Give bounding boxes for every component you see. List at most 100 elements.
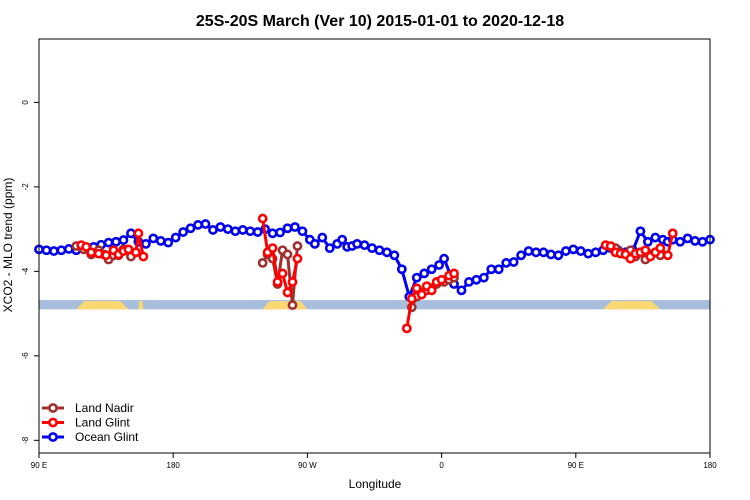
y-tick-label: 0: [21, 100, 30, 105]
land-glint-point: [272, 277, 283, 287]
y-axis-ticks: 0 -2 -4 -6 -8: [21, 100, 39, 444]
ocean-glint-point: [290, 222, 300, 232]
ocean-glint-point: [396, 264, 407, 275]
ocean-glint-point: [237, 225, 248, 235]
x-tick-label: 90 E: [31, 461, 47, 470]
ocean-glint-point: [103, 237, 114, 248]
ocean-glint-point: [546, 249, 556, 260]
ocean-glint-point: [208, 225, 218, 235]
ocean-glint-point: [118, 235, 129, 245]
ocean-glint-point: [148, 233, 159, 244]
plot-frame: [38, 38, 711, 454]
ocean-glint-point: [222, 224, 233, 235]
land-patch-4: [603, 301, 661, 310]
x-axis-label: Longitude: [349, 477, 402, 491]
ocean-glint-point: [419, 268, 430, 279]
land-glint-point: [267, 243, 278, 254]
ocean-glint-point: [675, 236, 686, 247]
ocean-glint-point: [531, 247, 541, 258]
ocean-glint-point: [297, 226, 308, 237]
ocean-glint-point: [309, 238, 320, 249]
land-nadir-point: [282, 249, 293, 260]
ocean-glint-point: [63, 244, 74, 254]
land-glint-point: [138, 251, 149, 262]
land-nadir-point: [287, 300, 298, 311]
ocean-glint-point: [41, 245, 52, 256]
ocean-glint-point: [317, 232, 328, 243]
ocean-glint-point: [568, 244, 579, 255]
ocean-glint-point: [185, 223, 196, 234]
land-glint-point: [436, 274, 447, 285]
ocean-glint-point: [193, 219, 203, 230]
ocean-glint-point: [359, 240, 370, 251]
ocean-glint-point: [411, 272, 422, 283]
legend-label: Ocean Glint: [75, 430, 139, 444]
land-glint-point: [411, 283, 422, 294]
ocean-glint-point: [252, 227, 263, 237]
ocean-glint-point: [337, 234, 348, 245]
ocean-glint-point: [650, 232, 661, 243]
ocean-glint-point: [464, 277, 474, 287]
land-patch-1: [138, 301, 144, 310]
ocean-glint-point: [200, 219, 211, 229]
ocean-glint-point: [471, 274, 482, 285]
series-layer: [34, 213, 715, 334]
ocean-glint-point: [126, 228, 136, 239]
y-axis-label: XCO2 - MLO trend (ppm): [1, 178, 15, 313]
ocean-glint-point: [275, 227, 285, 238]
ocean-band: [39, 300, 710, 310]
y-tick-label: -6: [21, 352, 30, 360]
legend-swatch-marker: [48, 432, 58, 442]
ocean-glint-point: [215, 222, 226, 232]
land-glint-point: [640, 245, 651, 256]
chart-title: 25S-20S March (Ver 10) 2015-01-01 to 202…: [196, 13, 564, 30]
ocean-glint-point: [163, 237, 174, 248]
ocean-glint-point: [178, 227, 189, 237]
land-glint-point: [662, 250, 673, 261]
ocean-glint-point: [282, 223, 293, 234]
land-glint-point: [123, 244, 134, 255]
land-glint-point: [131, 247, 141, 258]
legend-swatch-marker: [48, 417, 58, 428]
ocean-glint-point: [267, 228, 278, 239]
x-tick-label: 90 E: [568, 461, 584, 470]
ocean-glint-point: [434, 260, 445, 270]
y-tick-label: -4: [21, 267, 30, 275]
ocean-glint-point: [538, 247, 549, 258]
ocean-glint-point: [493, 264, 504, 275]
ocean-glint-point: [583, 248, 594, 259]
x-tick-label: 180: [167, 461, 181, 470]
ocean-glint-point: [642, 236, 653, 247]
land-glint-point: [93, 248, 104, 259]
land-glint-point: [101, 250, 111, 261]
ocean-glint-point: [352, 238, 363, 249]
ocean-glint-point: [690, 236, 700, 246]
land-patch-2: [262, 301, 308, 310]
land-glint-point: [257, 213, 268, 224]
ocean-glint-point: [49, 246, 59, 256]
legend-swatch-marker: [48, 403, 58, 413]
x-tick-label: 180: [703, 461, 717, 470]
ocean-glint-point: [486, 264, 497, 275]
legend-label: Land Nadir: [75, 401, 134, 415]
land-glint-point: [667, 228, 678, 239]
ocean-glint-point: [501, 257, 512, 268]
ocean-glint-point: [155, 236, 166, 246]
land-glint-point: [426, 285, 437, 296]
land-glint-point: [292, 253, 303, 264]
land-glint-point: [401, 323, 412, 334]
land-glint-point: [282, 287, 293, 298]
ocean-glint-point: [56, 245, 67, 256]
x-tick-label: 90 W: [298, 461, 317, 470]
land-glint-point: [416, 289, 427, 300]
ocean-glint-point: [389, 250, 400, 261]
land-glint-point: [406, 293, 417, 304]
land-glint-point: [86, 247, 97, 258]
ocean-glint-point: [516, 250, 527, 261]
ocean-glint-point: [697, 236, 708, 247]
ocean-glint-point: [560, 246, 571, 256]
x-tick-label: 0: [439, 461, 444, 470]
y-tick-label: -8: [21, 436, 30, 444]
